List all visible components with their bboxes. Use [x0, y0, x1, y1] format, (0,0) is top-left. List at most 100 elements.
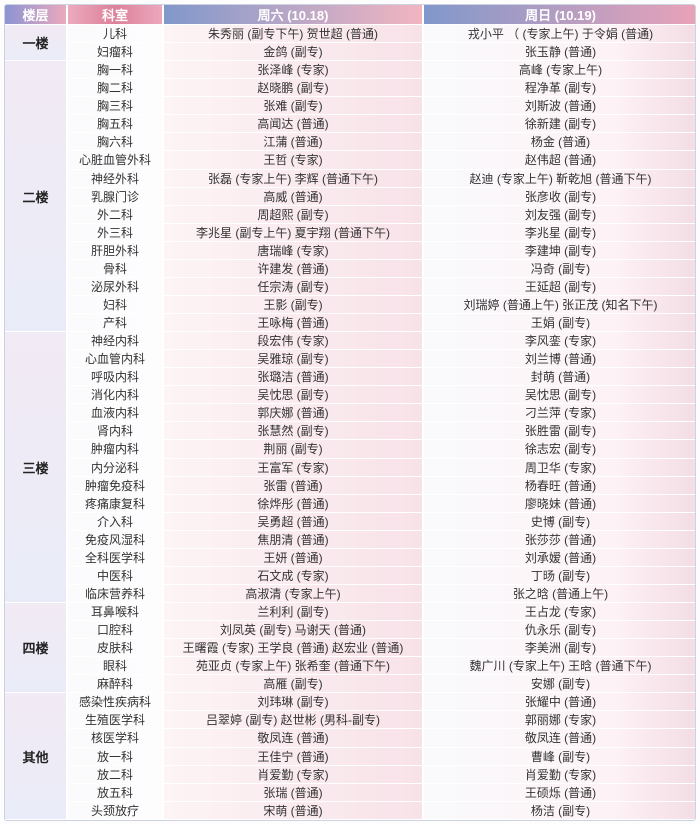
saturday-schedule-cell: 朱秀丽 (副专下午) 贺世超 (普通) — [163, 23, 424, 44]
department-cell: 放五科 — [67, 783, 164, 802]
saturday-schedule-cell: 张瑞 (普通) — [163, 783, 424, 802]
sunday-schedule-cell: 仇永乐 (副专) — [423, 620, 695, 640]
column-header-sunday: 周日 (10.19) — [423, 5, 695, 25]
department-cell: 耳鼻喉科 — [67, 601, 164, 622]
saturday-schedule-cell: 敬凤连 (普通) — [163, 728, 424, 748]
sunday-schedule-cell: 徐志宏 (副专) — [423, 439, 695, 459]
saturday-schedule-cell: 任宗涛 (副专) — [163, 277, 424, 296]
department-cell: 血液内科 — [67, 403, 164, 423]
table-row: 眼科 苑亚贞 (专家上午) 张希奎 (普通下午) 魏广川 (专家上午) 王晗 (普通… — [5, 656, 695, 676]
saturday-schedule-cell: 肖爱勤 (专家) — [163, 765, 424, 784]
table-row: 临床营养科 高淑清 (专家上午) 张之晗 (普通上午) — [5, 584, 695, 604]
department-cell: 感染性疾病科 — [67, 692, 164, 712]
weekend-schedule-table: 楼层 科室 周六 (10.18) 周日 (10.19) 一楼 儿科 朱秀丽 (副专下… — [5, 5, 695, 820]
saturday-schedule-cell: 王曙霞 (专家) 王学良 (普通) 赵宏业 (普通) — [163, 638, 424, 658]
sunday-schedule-cell: 安娜 (副专) — [423, 674, 695, 694]
table-row: 疼痛康复科 徐烨彤 (普通) 廖晓妹 (普通) — [5, 494, 695, 513]
table-row: 外二科 周超熙 (副专) 刘友强 (副专) — [5, 205, 695, 224]
department-cell: 眼科 — [67, 656, 164, 676]
saturday-schedule-cell: 高闻达 (普通) — [163, 114, 424, 134]
sunday-schedule-cell: 史博 (副专) — [423, 512, 695, 531]
table-row: 心血管内科 吴雅琼 (副专) 刘兰博 (普通) — [5, 349, 695, 369]
table-row: 神经外科 张磊 (专家上午) 李辉 (普通下午) 赵迪 (专家上午) 靳乾旭 (普通… — [5, 169, 695, 188]
saturday-schedule-cell: 吕翠婷 (副专) 赵世彬 (男科-副专) — [163, 710, 424, 730]
table-row: 内分泌科 王富军 (专家) 周卫华 (专家) — [5, 458, 695, 477]
department-cell: 生殖医学科 — [67, 710, 164, 730]
saturday-schedule-cell: 高雁 (副专) — [163, 674, 424, 694]
sunday-schedule-cell: 周卫华 (专家) — [423, 458, 695, 477]
department-cell: 外二科 — [67, 205, 164, 224]
saturday-schedule-cell: 江蒲 (普通) — [163, 132, 424, 152]
department-cell: 放二科 — [67, 765, 164, 784]
sunday-schedule-cell: 程净革 (副专) — [423, 78, 695, 98]
department-cell: 肾内科 — [67, 421, 164, 441]
table-row: 肿瘤免疫科 张雷 (普通) 杨春旺 (普通) — [5, 476, 695, 495]
saturday-schedule-cell: 张磊 (专家上午) 李辉 (普通下午) — [163, 169, 424, 188]
sunday-schedule-cell: 魏广川 (专家上午) 王晗 (普通下午) — [423, 656, 695, 676]
saturday-schedule-cell: 张慧然 (副专) — [163, 421, 424, 441]
sunday-schedule-cell: 杨金 (普通) — [423, 132, 695, 152]
department-cell: 胸六科 — [67, 132, 164, 152]
sunday-schedule-cell: 封萌 (普通) — [423, 367, 695, 387]
table-row: 胸三科 张难 (副专) 刘斯波 (普通) — [5, 96, 695, 116]
table-row: 介入科 吴勇超 (普通) 史博 (副专) — [5, 512, 695, 531]
sunday-schedule-cell: 丁旸 (副专) — [423, 566, 695, 585]
table-row: 乳腺门诊 高威 (普通) 张彦收 (副专) — [5, 187, 695, 206]
table-row: 四楼 耳鼻喉科 兰利利 (副专) 王占龙 (专家) — [5, 601, 695, 694]
saturday-schedule-cell: 石文成 (专家) — [163, 566, 424, 585]
department-cell: 外三科 — [67, 223, 164, 242]
department-cell: 免疫风湿科 — [67, 530, 164, 549]
saturday-schedule-cell: 高淑清 (专家上午) — [163, 584, 424, 604]
saturday-schedule-cell: 吴雅琼 (副专) — [163, 349, 424, 369]
saturday-schedule-cell: 焦朋清 (普通) — [163, 530, 424, 549]
floor-cell: 一楼 — [5, 23, 68, 62]
table-header: 楼层 科室 周六 (10.18) 周日 (10.19) — [5, 5, 695, 25]
sunday-schedule-cell: 刘瑞婷 (普通上午) 张正茂 (知名下午) — [423, 295, 695, 315]
department-cell: 心脏血管外科 — [67, 150, 164, 170]
sunday-schedule-cell: 高峰 (专家上午) — [423, 60, 695, 80]
department-cell: 胸一科 — [67, 60, 164, 80]
department-cell: 肿瘤内科 — [67, 439, 164, 459]
department-cell: 神经外科 — [67, 169, 164, 188]
saturday-schedule-cell: 王佳宁 (普通) — [163, 747, 424, 766]
department-cell: 骨科 — [67, 259, 164, 278]
sunday-schedule-cell: 张彦收 (副专) — [423, 187, 695, 206]
table-row: 三楼 神经内科 段宏伟 (专家) 李风銮 (专家) — [5, 331, 695, 603]
department-cell: 肿瘤免疫科 — [67, 476, 164, 495]
table-row: 胸二科 赵晓鹏 (副专) 程净革 (副专) — [5, 78, 695, 98]
sunday-schedule-cell: 曹峰 (副专) — [423, 747, 695, 766]
department-cell: 消化内科 — [67, 385, 164, 405]
department-cell: 胸二科 — [67, 78, 164, 98]
saturday-schedule-cell: 金鸽 (副专) — [163, 42, 424, 62]
department-cell: 中医科 — [67, 566, 164, 585]
table-row: 胸六科 江蒲 (普通) 杨金 (普通) — [5, 132, 695, 152]
sunday-schedule-cell: 李风銮 (专家) — [423, 331, 695, 351]
saturday-schedule-cell: 王妍 (普通) — [163, 548, 424, 567]
sunday-schedule-cell: 刘承嫒 (普通) — [423, 548, 695, 567]
saturday-schedule-cell: 张泽峰 (专家) — [163, 60, 424, 80]
table-body: 一楼 儿科 朱秀丽 (副专下午) 贺世超 (普通) 戎小平 （ (专家上午) 于令娟 … — [5, 23, 695, 820]
department-cell: 皮肤科 — [67, 638, 164, 658]
department-cell: 乳腺门诊 — [67, 187, 164, 206]
sunday-schedule-cell: 张胜雷 (副专) — [423, 421, 695, 441]
column-header-department: 科室 — [67, 5, 164, 25]
table-row: 放五科 张瑞 (普通) 王硕烁 (普通) — [5, 783, 695, 802]
sunday-schedule-cell: 刘兰博 (普通) — [423, 349, 695, 369]
table-row: 肝胆外科 唐瑞峰 (专家) 李建坤 (副专) — [5, 241, 695, 260]
table-row: 免疫风湿科 焦朋清 (普通) 张莎莎 (普通) — [5, 530, 695, 549]
table-row: 口腔科 刘凤英 (副专) 马谢天 (普通) 仇永乐 (副专) — [5, 620, 695, 640]
column-header-saturday: 周六 (10.18) — [163, 5, 424, 25]
sunday-schedule-cell: 徐新建 (副专) — [423, 114, 695, 134]
sunday-schedule-cell: 肖爱勤 (专家) — [423, 765, 695, 784]
column-header-floor: 楼层 — [5, 5, 68, 25]
saturday-schedule-cell: 王哲 (专家) — [163, 150, 424, 170]
table-row: 呼吸内科 张璐洁 (普通) 封萌 (普通) — [5, 367, 695, 387]
sunday-schedule-cell: 王延超 (副专) — [423, 277, 695, 296]
saturday-schedule-cell: 王富军 (专家) — [163, 458, 424, 477]
table-row: 妇科 王影 (副专) 刘瑞婷 (普通上午) 张正茂 (知名下午) — [5, 295, 695, 315]
saturday-schedule-cell: 刘玮琳 (副专) — [163, 692, 424, 712]
department-cell: 内分泌科 — [67, 458, 164, 477]
table-row: 肾内科 张慧然 (副专) 张胜雷 (副专) — [5, 421, 695, 441]
sunday-schedule-cell: 王娟 (副专) — [423, 313, 695, 333]
department-cell: 妇科 — [67, 295, 164, 315]
